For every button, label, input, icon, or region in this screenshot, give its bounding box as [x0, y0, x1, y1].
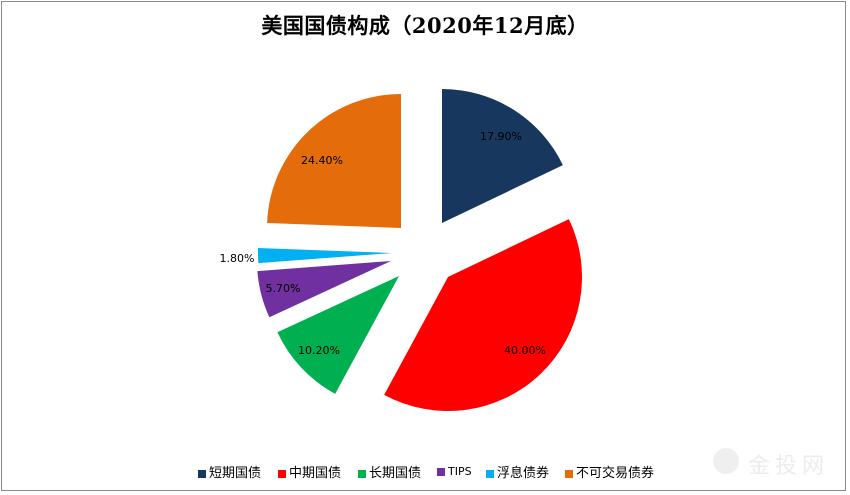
legend-label: TIPS: [448, 465, 472, 478]
legend-item-long-term: 长期国债: [358, 462, 421, 481]
data-label-floating-rate: 1.80%: [220, 252, 255, 265]
legend-swatch-icon: [198, 469, 206, 478]
data-label-long-term: 10.20%: [298, 344, 340, 357]
legend-swatch-icon: [278, 469, 286, 478]
legend-swatch-icon: [486, 469, 494, 478]
pie-slice-non-marketable: [267, 94, 401, 228]
legend-item-non-marketable: 不可交易债券: [565, 462, 654, 481]
legend-label: 浮息债券: [497, 466, 550, 481]
pie-slice-tips: [257, 261, 391, 318]
pie-slice-floating-rate: [258, 247, 392, 264]
legend-item-short-term: 短期国债: [198, 462, 261, 481]
watermark: 金投网: [748, 454, 830, 479]
legend-label: 短期国债: [209, 466, 262, 481]
legend-item-medium-term: 中期国债: [278, 462, 341, 481]
legend-label: 中期国债: [289, 466, 342, 481]
legend-swatch-icon: [437, 468, 445, 476]
data-label-tips: 5.70%: [266, 282, 301, 295]
legend-swatch-icon: [358, 469, 366, 478]
pie-slice-short-term: [442, 89, 563, 223]
legend-item-floating-rate: 浮息债券: [486, 462, 549, 481]
pie-slice-long-term: [277, 276, 399, 394]
pie-slice-medium-term: [384, 219, 583, 412]
legend-label: 不可交易债券: [576, 466, 655, 481]
data-label-non-marketable: 24.40%: [301, 154, 343, 167]
chart-title: 美国国债构成（2020年12月底）: [261, 13, 589, 38]
data-label-short-term: 17.90%: [480, 130, 522, 143]
legend-label: 长期国债: [369, 466, 422, 481]
watermark-logo-icon: [713, 448, 739, 474]
data-label-medium-term: 40.00%: [504, 344, 546, 357]
legend-item-tips: TIPS: [437, 462, 472, 478]
legend-swatch-icon: [565, 469, 573, 478]
